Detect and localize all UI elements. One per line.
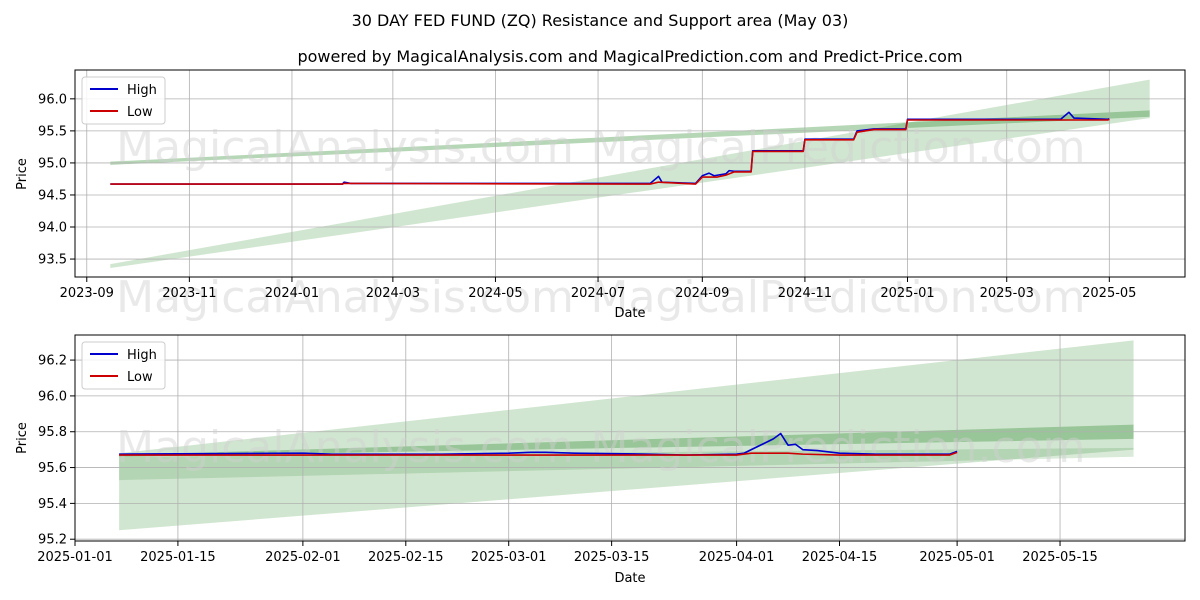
bottom-band-2 (119, 447, 1134, 481)
bottom-series-low-line (119, 451, 958, 456)
top-y-tick-label: 95.5 (38, 124, 67, 139)
bottom-y-axis-label: Price (15, 422, 30, 454)
top-y-ticks: 93.5 94.0 94.5 95.0 95.5 96.0 (38, 92, 75, 268)
bottom-band-0 (119, 424, 1134, 457)
bottom-legend-high-label: High (127, 348, 157, 363)
bottom-y-tick-label: 96.0 (38, 389, 67, 404)
top-x-axis-label: Date (614, 306, 645, 321)
bottom-x-tick-label: 2025-03-15 (574, 550, 650, 565)
bottom-bands (119, 340, 1134, 531)
bottom-legend: High Low (81, 341, 166, 390)
bottom-legend-low-label: Low (127, 370, 153, 385)
bottom-x-axis-label: Date (614, 571, 645, 586)
bottom-x-tick-label: 2025-05-15 (1022, 550, 1098, 565)
top-axes-frame (74, 69, 1186, 278)
top-series-lines (110, 111, 1110, 185)
bottom-series-lines (119, 432, 958, 456)
top-x-tick-label: 2024-09 (675, 286, 729, 301)
bottom-x-tick-label: 2025-02-15 (368, 550, 444, 565)
bottom-axes-frame (74, 334, 1186, 542)
bottom-y-tick-label: 96.2 (38, 354, 67, 369)
top-x-tick-label: 2024-05 (468, 286, 522, 301)
bottom-y-tick-label: 95.6 (38, 461, 67, 476)
bottom-y-tick-label: 95.8 (38, 425, 67, 440)
bottom-x-tick-label: 2025-01-15 (140, 550, 216, 565)
top-y-tick-label: 94.0 (38, 221, 67, 236)
bottom-grid (74, 335, 1185, 541)
bottom-y-ticks: 95.2 95.4 95.6 95.8 96.0 96.2 (38, 354, 75, 548)
top-x-tick-label: 2023-11 (162, 286, 216, 301)
top-watermark-analysis: MagicalAnalysis.com (116, 122, 574, 173)
top-band-0 (110, 110, 1150, 165)
bottom-y-tick-label: 95.2 (38, 533, 67, 548)
bottom-panel: MagicalAnalysis.com MagicalPrediction.co… (15, 334, 1186, 586)
top-y-axis-label: Price (15, 158, 30, 190)
top-legend-high-label: High (127, 83, 157, 98)
bottom-x-tick-label: 2025-04-15 (802, 550, 878, 565)
top-x-tick-label: 2024-01 (265, 286, 319, 301)
top-x-tick-label: 2025-05 (1082, 286, 1136, 301)
top-grid (75, 70, 1185, 277)
top-legend-low-label: Low (127, 105, 153, 120)
top-panel: MagicalAnalysis.com MagicalPrediction.co… (15, 69, 1186, 323)
figure-subtitle: powered by MagicalAnalysis.com and Magic… (297, 47, 962, 66)
bottom-series-high-line (119, 432, 958, 456)
top-y-tick-label: 95.0 (38, 156, 67, 171)
bottom-x-ticks: 2025-01-01 2025-01-15 2025-02-01 2025-02-15… (37, 541, 1098, 565)
top-watermark-analysis-lower: MagicalAnalysis.com (116, 272, 574, 323)
top-y-tick-label: 94.5 (38, 188, 67, 203)
top-x-tick-label: 2025-01 (880, 286, 934, 301)
bottom-band-1 (119, 340, 1134, 531)
bottom-watermark-analysis: MagicalAnalysis.com (116, 422, 574, 473)
bottom-x-tick-label: 2025-02-01 (265, 550, 341, 565)
top-x-tick-label: 2025-03 (980, 286, 1034, 301)
bottom-x-tick-label: 2025-05-01 (919, 550, 995, 565)
top-x-tick-label: 2024-03 (366, 286, 420, 301)
top-x-tick-label: 2024-11 (778, 286, 832, 301)
top-y-tick-label: 96.0 (38, 92, 67, 107)
bottom-x-tick-label: 2025-04-01 (699, 550, 775, 565)
top-bands (110, 79, 1150, 269)
top-series-low-line (110, 118, 1110, 185)
bottom-x-tick-label: 2025-03-01 (471, 550, 547, 565)
top-watermark-prediction-lower: MagicalPrediction.com (591, 272, 1086, 323)
top-x-tick-label: 2024-07 (571, 286, 625, 301)
top-x-tick-label: 2023-09 (60, 286, 114, 301)
bottom-watermark-prediction: MagicalPrediction.com (591, 422, 1086, 473)
bottom-x-tick-label: 2025-01-01 (37, 550, 113, 565)
top-legend: High Low (81, 76, 166, 125)
top-x-ticks: 2023-09 2023-11 2024-01 2024-03 2024-05 2024-… (60, 277, 1136, 301)
top-y-tick-label: 93.5 (38, 253, 67, 268)
top-watermark-prediction: MagicalPrediction.com (591, 122, 1086, 173)
top-band-1 (110, 79, 1150, 269)
bottom-y-tick-label: 95.4 (38, 497, 67, 512)
figure-suptitle: 30 DAY FED FUND (ZQ) Resistance and Supp… (352, 11, 849, 30)
